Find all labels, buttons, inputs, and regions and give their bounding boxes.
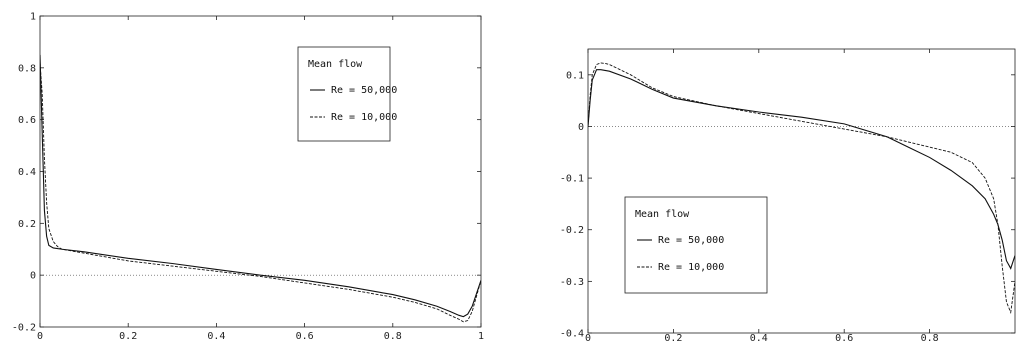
left-y-tick-label: 0.4 bbox=[18, 167, 36, 178]
right-legend: Mean flow Re = 50,000 Re = 10,000 bbox=[625, 197, 767, 293]
left-plot-frame bbox=[40, 16, 481, 327]
right-x-tick-label: 0.8 bbox=[921, 333, 939, 343]
left-y-tick-label: 0.6 bbox=[18, 115, 36, 126]
left-x-tick-label: 0.2 bbox=[119, 331, 137, 342]
right-x-tick-label: 0 bbox=[585, 333, 591, 343]
right-y-tick-label: 0 bbox=[578, 122, 584, 133]
right-x-tick-label: 0.2 bbox=[664, 333, 682, 343]
right-y-tick-label: -0.2 bbox=[560, 225, 584, 236]
right-legend-entry-re-10000: Re = 10,000 bbox=[658, 262, 724, 273]
left-legend: Mean flow Re = 50,000 Re = 10,000 bbox=[298, 47, 397, 141]
left-y-tick-label: 1 bbox=[30, 12, 36, 23]
left-y-tick-label: 0 bbox=[30, 271, 36, 282]
right-y-tick-label: -0.1 bbox=[560, 174, 584, 185]
left-y-tick-label: -0.2 bbox=[12, 323, 36, 334]
right-legend-title: Mean flow bbox=[635, 209, 690, 220]
right-y-tick-label: -0.3 bbox=[560, 277, 584, 288]
left-x-tick-label: 0 bbox=[37, 331, 43, 342]
left-legend-title: Mean flow bbox=[308, 59, 363, 70]
left-y-tick-label: 0.2 bbox=[18, 219, 36, 230]
right-x-tick-label: 0.4 bbox=[750, 333, 768, 343]
left-y-tick-label: 0.8 bbox=[18, 63, 36, 74]
right-legend-entry-re-50000: Re = 50,000 bbox=[658, 235, 724, 246]
left-x-tick-label: 1 bbox=[478, 331, 484, 342]
left-series-line-re-10000 bbox=[40, 63, 481, 322]
left-legend-entry-re-50000: Re = 50,000 bbox=[331, 85, 397, 96]
left-x-tick-label: 0.6 bbox=[296, 331, 314, 342]
right-x-tick-label: 0.6 bbox=[835, 333, 853, 343]
right-y-tick-label: -0.4 bbox=[560, 329, 584, 340]
left-x-tick-label: 0.8 bbox=[384, 331, 402, 342]
left-x-tick-label: 0.4 bbox=[207, 331, 225, 342]
right-y-tick-label: 0.1 bbox=[566, 70, 584, 81]
left-series-line-re-50000 bbox=[40, 55, 481, 317]
right-chart: 0 0.2 0.4 0.6 0.8 -0.4 -0.3 -0.2 -0.1 0 0.1 Mean fl… bbox=[560, 49, 1015, 343]
left-legend-entry-re-10000: Re = 10,000 bbox=[331, 112, 397, 123]
